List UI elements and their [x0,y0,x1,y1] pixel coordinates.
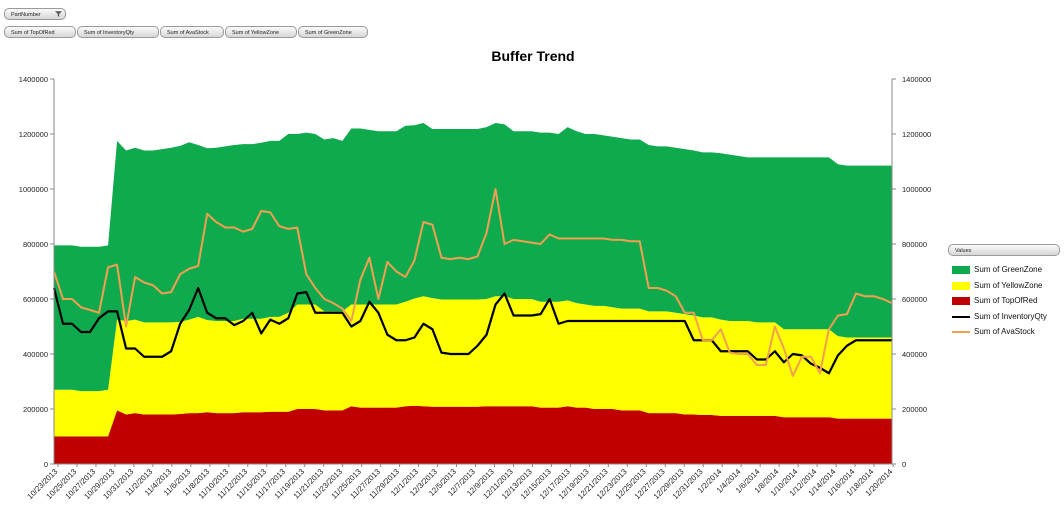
filter-icon[interactable] [55,11,62,17]
field-button-topofred[interactable]: Sum of TopOfRed [4,26,76,38]
field-button-label: Sum of AvaStock [167,30,209,36]
legend-swatch-topofred [952,297,970,305]
legend-label: Sum of InventoryQty [974,311,1047,321]
legend-item-avastock: Sum of AvaStock [948,324,1060,340]
legend-item-greenzone: Sum of GreenZone [948,262,1060,278]
y-tick-label: 400000 [23,350,48,359]
y-tick-label: 800000 [23,240,48,249]
field-button-avastock[interactable]: Sum of AvaStock [160,26,224,38]
line-inventoryqty [52,286,892,375]
legend-swatch-avastock [952,331,970,333]
y-tick-label: 600000 [23,295,48,304]
legend-label: Sum of YellowZone [974,280,1043,290]
filter-field-label: PartNumber [11,12,41,18]
chart-title: Buffer Trend [491,48,574,64]
legend-label: Sum of GreenZone [974,265,1043,274]
y-tick-label: 1200000 [19,130,48,139]
line-avastock [53,188,893,377]
y-tick-label: 200000 [23,405,48,414]
field-button-label: Sum of InventoryQty [84,30,135,36]
y2-tick-label: 1000000 [902,185,931,194]
buffer-trend-chart: Buffer Trend 0 200000 400000 600000 800000 10… [19,48,931,501]
field-button-label: Sum of YellowZone [232,30,280,36]
field-button-yellowzone[interactable]: Sum of YellowZone [225,26,297,38]
y-tick-label: 1400000 [19,75,48,84]
field-button-label: Sum of GreenZone [305,30,352,36]
legend-swatch-greenzone [952,266,970,274]
legend-item-yellowzone: Sum of YellowZone [948,278,1060,294]
y2-tick-label: 200000 [902,405,927,414]
y2-tick-label: 400000 [902,350,927,359]
field-button-inventoryqty[interactable]: Sum of InventoryQty [77,26,159,38]
y-tick-label: 1000000 [19,185,48,194]
values-label: Values [955,248,972,254]
legend-item-topofred: Sum of TopOfRed [948,293,1060,309]
y2-tick-label: 1200000 [902,130,931,139]
field-button-label: Sum of TopOfRed [11,30,55,36]
y2-tick-label: 600000 [902,295,927,304]
y2-tick-label: 1400000 [902,75,931,84]
filter-field-button[interactable]: PartNumber [4,8,66,20]
area-topofred [54,405,892,464]
y-tick-label: 0 [44,460,48,469]
y2-tick-label: 0 [902,460,906,469]
legend-swatch-inventoryqty [952,315,970,318]
legend: Values Sum of GreenZone Sum of YellowZon… [948,244,1060,340]
y2-tick-label: 800000 [902,240,927,249]
legend-label: Sum of AvaStock [974,327,1035,336]
legend-item-inventoryqty: Sum of InventoryQty [948,309,1060,325]
field-button-greenzone[interactable]: Sum of GreenZone [298,26,368,38]
legend-swatch-yellowzone [952,281,970,290]
values-button[interactable]: Values [948,244,1060,256]
legend-label: Sum of TopOfRed [974,296,1038,305]
